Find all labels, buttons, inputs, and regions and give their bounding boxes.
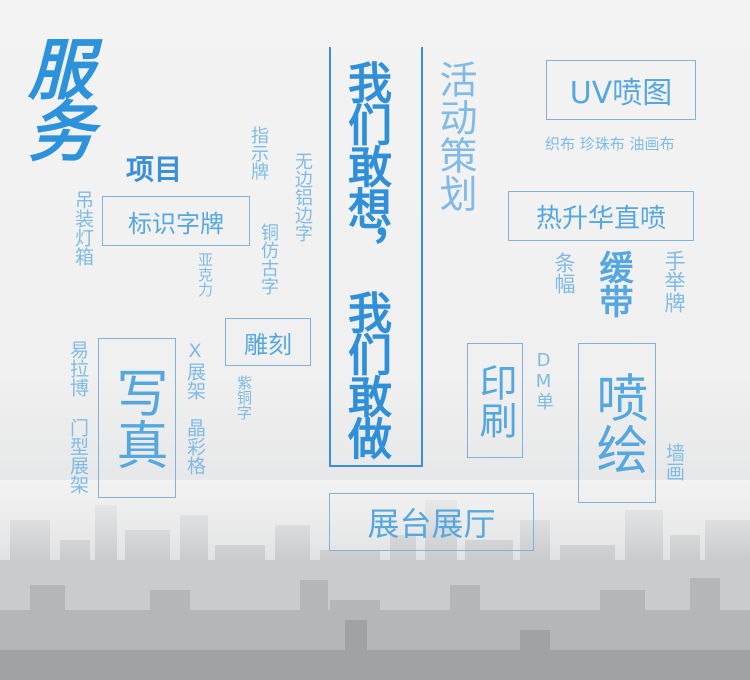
item-diaozhuang: 吊装灯箱 xyxy=(72,190,94,266)
item-huandai: 缓带 xyxy=(593,250,633,318)
item-rexsh-box: 热升华直喷 xyxy=(508,191,694,241)
item-jingcaige: 晶彩格 xyxy=(184,418,206,475)
item-uv-sub: 织布 珍珠布 油画布 xyxy=(545,135,675,153)
item-uv-box: UV喷图 xyxy=(546,60,696,120)
slogan-bar-bottom xyxy=(329,465,423,467)
item-menxing: 门型展架 xyxy=(67,418,89,494)
slogan-line1: 我们敢想， xyxy=(340,60,391,270)
item-zhishipai: 指示牌 xyxy=(248,126,269,180)
item-zhanting-box: 展台展厅 xyxy=(329,493,534,551)
item-tongfang: 铜仿古字 xyxy=(258,223,279,295)
item-yakeli: 亚克力 xyxy=(196,252,214,297)
item-dm: DM单 xyxy=(533,350,554,410)
item-xiezhen-box: 写真 xyxy=(98,338,176,498)
item-xzhanjia: X展架 xyxy=(184,340,206,400)
slogan-line2: 我们敢做 xyxy=(340,290,391,458)
item-tiaofu: 条幅 xyxy=(552,252,576,294)
item-xiezhen: 写真 xyxy=(107,366,167,470)
item-shoujupai: 手举牌 xyxy=(662,250,686,313)
slogan-bar-top xyxy=(329,47,331,467)
item-diaoke-box: 雕刻 xyxy=(225,318,311,366)
item-yinshua: 印刷 xyxy=(473,362,517,439)
item-penhui-box: 喷绘 xyxy=(578,343,656,503)
title-xiangmu: 项目 xyxy=(126,153,183,186)
slogan-bar-right xyxy=(421,47,423,467)
item-penhui: 喷绘 xyxy=(587,371,647,475)
title-fuwu: 服务 xyxy=(28,32,94,171)
item-yinshua-box: 印刷 xyxy=(467,343,523,458)
item-yilabo: 易拉博 xyxy=(67,340,89,397)
item-huodong: 活动策划 xyxy=(433,60,477,212)
item-zitong: 紫铜字 xyxy=(235,375,253,420)
item-biaoshi-box: 标识字牌 xyxy=(102,196,250,246)
item-qianghua: 墙画 xyxy=(663,443,685,481)
item-wubian: 无边铝边字 xyxy=(292,152,313,242)
